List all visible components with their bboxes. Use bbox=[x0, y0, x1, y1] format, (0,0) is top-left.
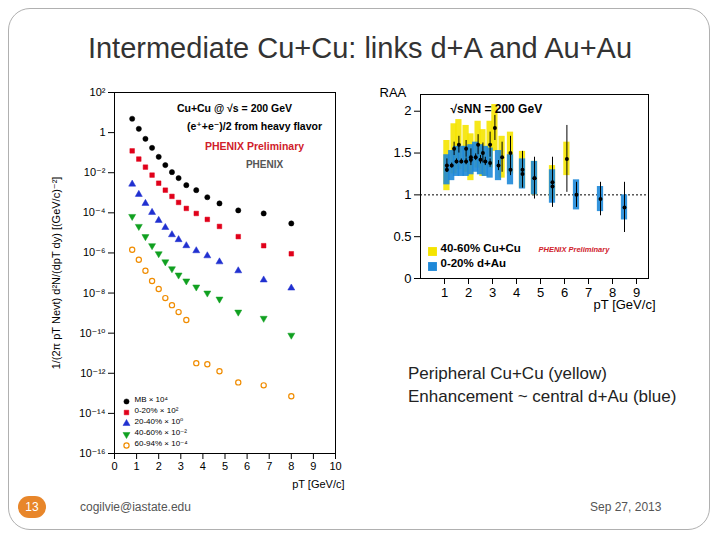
svg-text:5: 5 bbox=[537, 285, 544, 300]
html-text:13: 13 bbox=[25, 500, 39, 514]
svg-text:10⁻⁶: 10⁻⁶ bbox=[83, 246, 106, 258]
svg-text:4: 4 bbox=[200, 460, 206, 472]
svg-text:0-20% d+Au: 0-20% d+Au bbox=[441, 257, 507, 269]
svg-text:5: 5 bbox=[222, 460, 228, 472]
svg-text:√sNN = 200 GeV: √sNN = 200 GeV bbox=[451, 102, 543, 116]
svg-text:10⁻²: 10⁻² bbox=[84, 166, 106, 178]
svg-text:pT [GeV/c]: pT [GeV/c] bbox=[594, 297, 656, 312]
svg-text:PHENIX Preliminary: PHENIX Preliminary bbox=[205, 140, 304, 152]
svg-text:40-60% × 10⁻²: 40-60% × 10⁻² bbox=[135, 428, 188, 437]
svg-text:60-94% × 10⁻⁴: 60-94% × 10⁻⁴ bbox=[135, 439, 189, 448]
html-text:cogilvie@iastate.edu: cogilvie@iastate.edu bbox=[80, 500, 191, 514]
svg-text:1: 1 bbox=[404, 187, 411, 202]
svg-text:RAA: RAA bbox=[380, 85, 407, 100]
svg-text:10: 10 bbox=[329, 460, 341, 472]
svg-text:7: 7 bbox=[585, 285, 592, 300]
svg-text:0.5: 0.5 bbox=[393, 229, 411, 244]
svg-text:10⁻⁴: 10⁻⁴ bbox=[83, 206, 106, 218]
svg-text:20-40% × 10⁰: 20-40% × 10⁰ bbox=[135, 417, 184, 426]
svg-text:(e⁺+e⁻)/2 from heavy flavor: (e⁺+e⁻)/2 from heavy flavor bbox=[187, 120, 322, 132]
html-text:Peripheral Cu+Cu (yellow): Peripheral Cu+Cu (yellow) bbox=[408, 364, 607, 383]
svg-text:2: 2 bbox=[404, 103, 411, 118]
svg-text:6: 6 bbox=[244, 460, 250, 472]
svg-text:MB × 10⁴: MB × 10⁴ bbox=[135, 395, 169, 404]
html-text:Enhancement ~ central d+Au (bl: Enhancement ~ central d+Au (blue) bbox=[408, 387, 677, 406]
svg-text:0: 0 bbox=[404, 271, 411, 286]
html-text:Sep 27, 2013: Sep 27, 2013 bbox=[590, 500, 662, 514]
svg-text:3: 3 bbox=[489, 285, 496, 300]
svg-text:Cu+Cu @ √s = 200 GeV: Cu+Cu @ √s = 200 GeV bbox=[177, 102, 292, 114]
svg-text:pT [GeV/c]: pT [GeV/c] bbox=[292, 478, 344, 490]
svg-text:10⁻¹⁴: 10⁻¹⁴ bbox=[79, 407, 106, 419]
svg-text:1.5: 1.5 bbox=[393, 145, 411, 160]
svg-text:3: 3 bbox=[178, 460, 184, 472]
svg-text:7: 7 bbox=[266, 460, 272, 472]
svg-text:10⁻⁸: 10⁻⁸ bbox=[83, 287, 106, 299]
svg-text:1/(2π pT Nevt) d²N/(dpT dy) [(: 1/(2π pT Nevt) d²N/(dpT dy) [(GeV/c)⁻²] bbox=[50, 177, 62, 370]
svg-text:1: 1 bbox=[134, 460, 140, 472]
svg-text:9: 9 bbox=[310, 460, 316, 472]
svg-text:4: 4 bbox=[513, 285, 520, 300]
svg-text:2: 2 bbox=[465, 285, 472, 300]
svg-text:1: 1 bbox=[441, 285, 448, 300]
html-text:Intermediate Cu+Cu: links d+A: Intermediate Cu+Cu: links d+A and Au+Au bbox=[87, 32, 632, 64]
svg-text:10⁻¹⁶: 10⁻¹⁶ bbox=[79, 447, 105, 459]
svg-text:10⁻¹⁰: 10⁻¹⁰ bbox=[79, 327, 106, 339]
svg-text:2: 2 bbox=[156, 460, 162, 472]
svg-text:PHENIX: PHENIX bbox=[246, 159, 284, 170]
svg-text:1: 1 bbox=[99, 126, 105, 138]
svg-text:9: 9 bbox=[632, 284, 641, 300]
svg-text:10⁻¹²: 10⁻¹² bbox=[80, 367, 106, 379]
svg-text:10²: 10² bbox=[90, 86, 106, 98]
svg-text:0: 0 bbox=[111, 460, 117, 472]
svg-text:40-60% Cu+Cu: 40-60% Cu+Cu bbox=[441, 242, 521, 254]
svg-text:0-20% × 10²: 0-20% × 10² bbox=[135, 406, 179, 415]
svg-text:PHENIX Preliminary: PHENIX Preliminary bbox=[539, 245, 611, 254]
svg-text:6: 6 bbox=[561, 285, 568, 300]
svg-text:8: 8 bbox=[608, 284, 617, 300]
svg-text:8: 8 bbox=[288, 460, 294, 472]
